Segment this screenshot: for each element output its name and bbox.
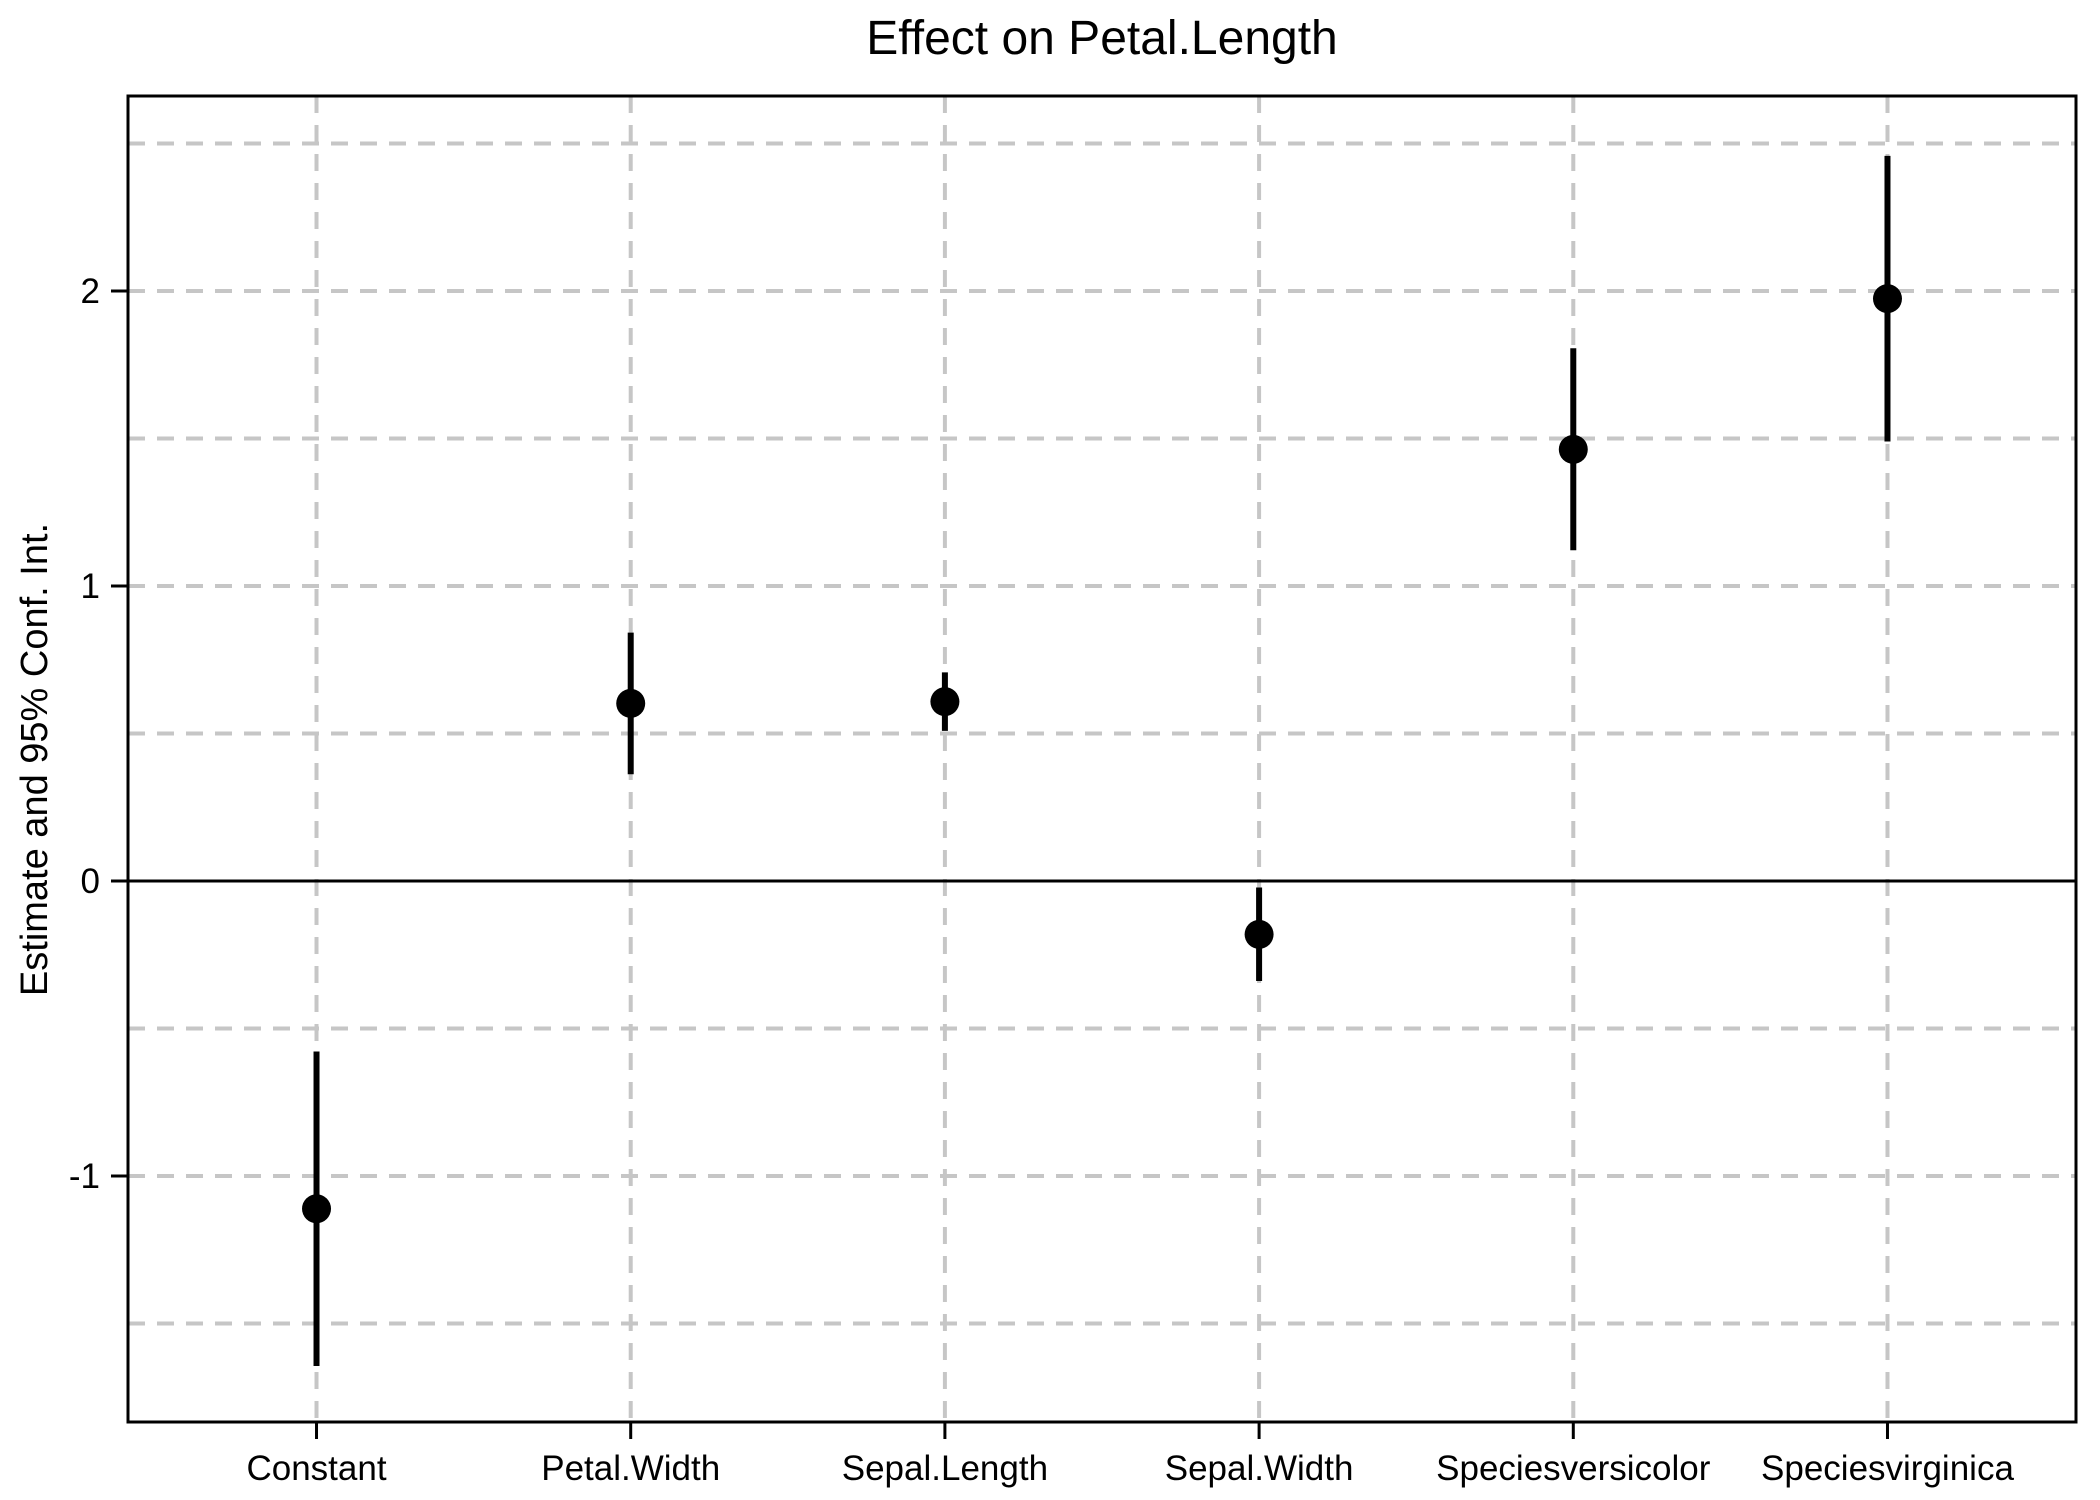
panel-background xyxy=(128,96,2076,1422)
chart-title: Effect on Petal.Length xyxy=(866,12,1338,65)
x-category-label: Speciesversicolor xyxy=(1436,1449,1711,1488)
y-tick-label: 2 xyxy=(81,272,100,311)
estimate-point xyxy=(302,1194,332,1224)
estimate-point xyxy=(1244,919,1274,949)
y-tick-label: -1 xyxy=(69,1157,100,1196)
y-tick-label: 0 xyxy=(81,862,100,901)
estimate-point xyxy=(1872,284,1902,314)
estimate-point xyxy=(930,687,960,717)
y-tick-label: 1 xyxy=(81,567,100,606)
estimate-point xyxy=(1558,434,1588,464)
x-category-label: Speciesvirginica xyxy=(1761,1449,2014,1488)
estimate-point xyxy=(616,688,646,718)
x-category-label: Constant xyxy=(246,1449,386,1488)
panel-border xyxy=(126,94,2078,1424)
x-category-label: Sepal.Width xyxy=(1165,1449,1354,1488)
x-category-label: Sepal.Length xyxy=(842,1449,1048,1488)
x-category-label: Petal.Width xyxy=(541,1449,720,1488)
